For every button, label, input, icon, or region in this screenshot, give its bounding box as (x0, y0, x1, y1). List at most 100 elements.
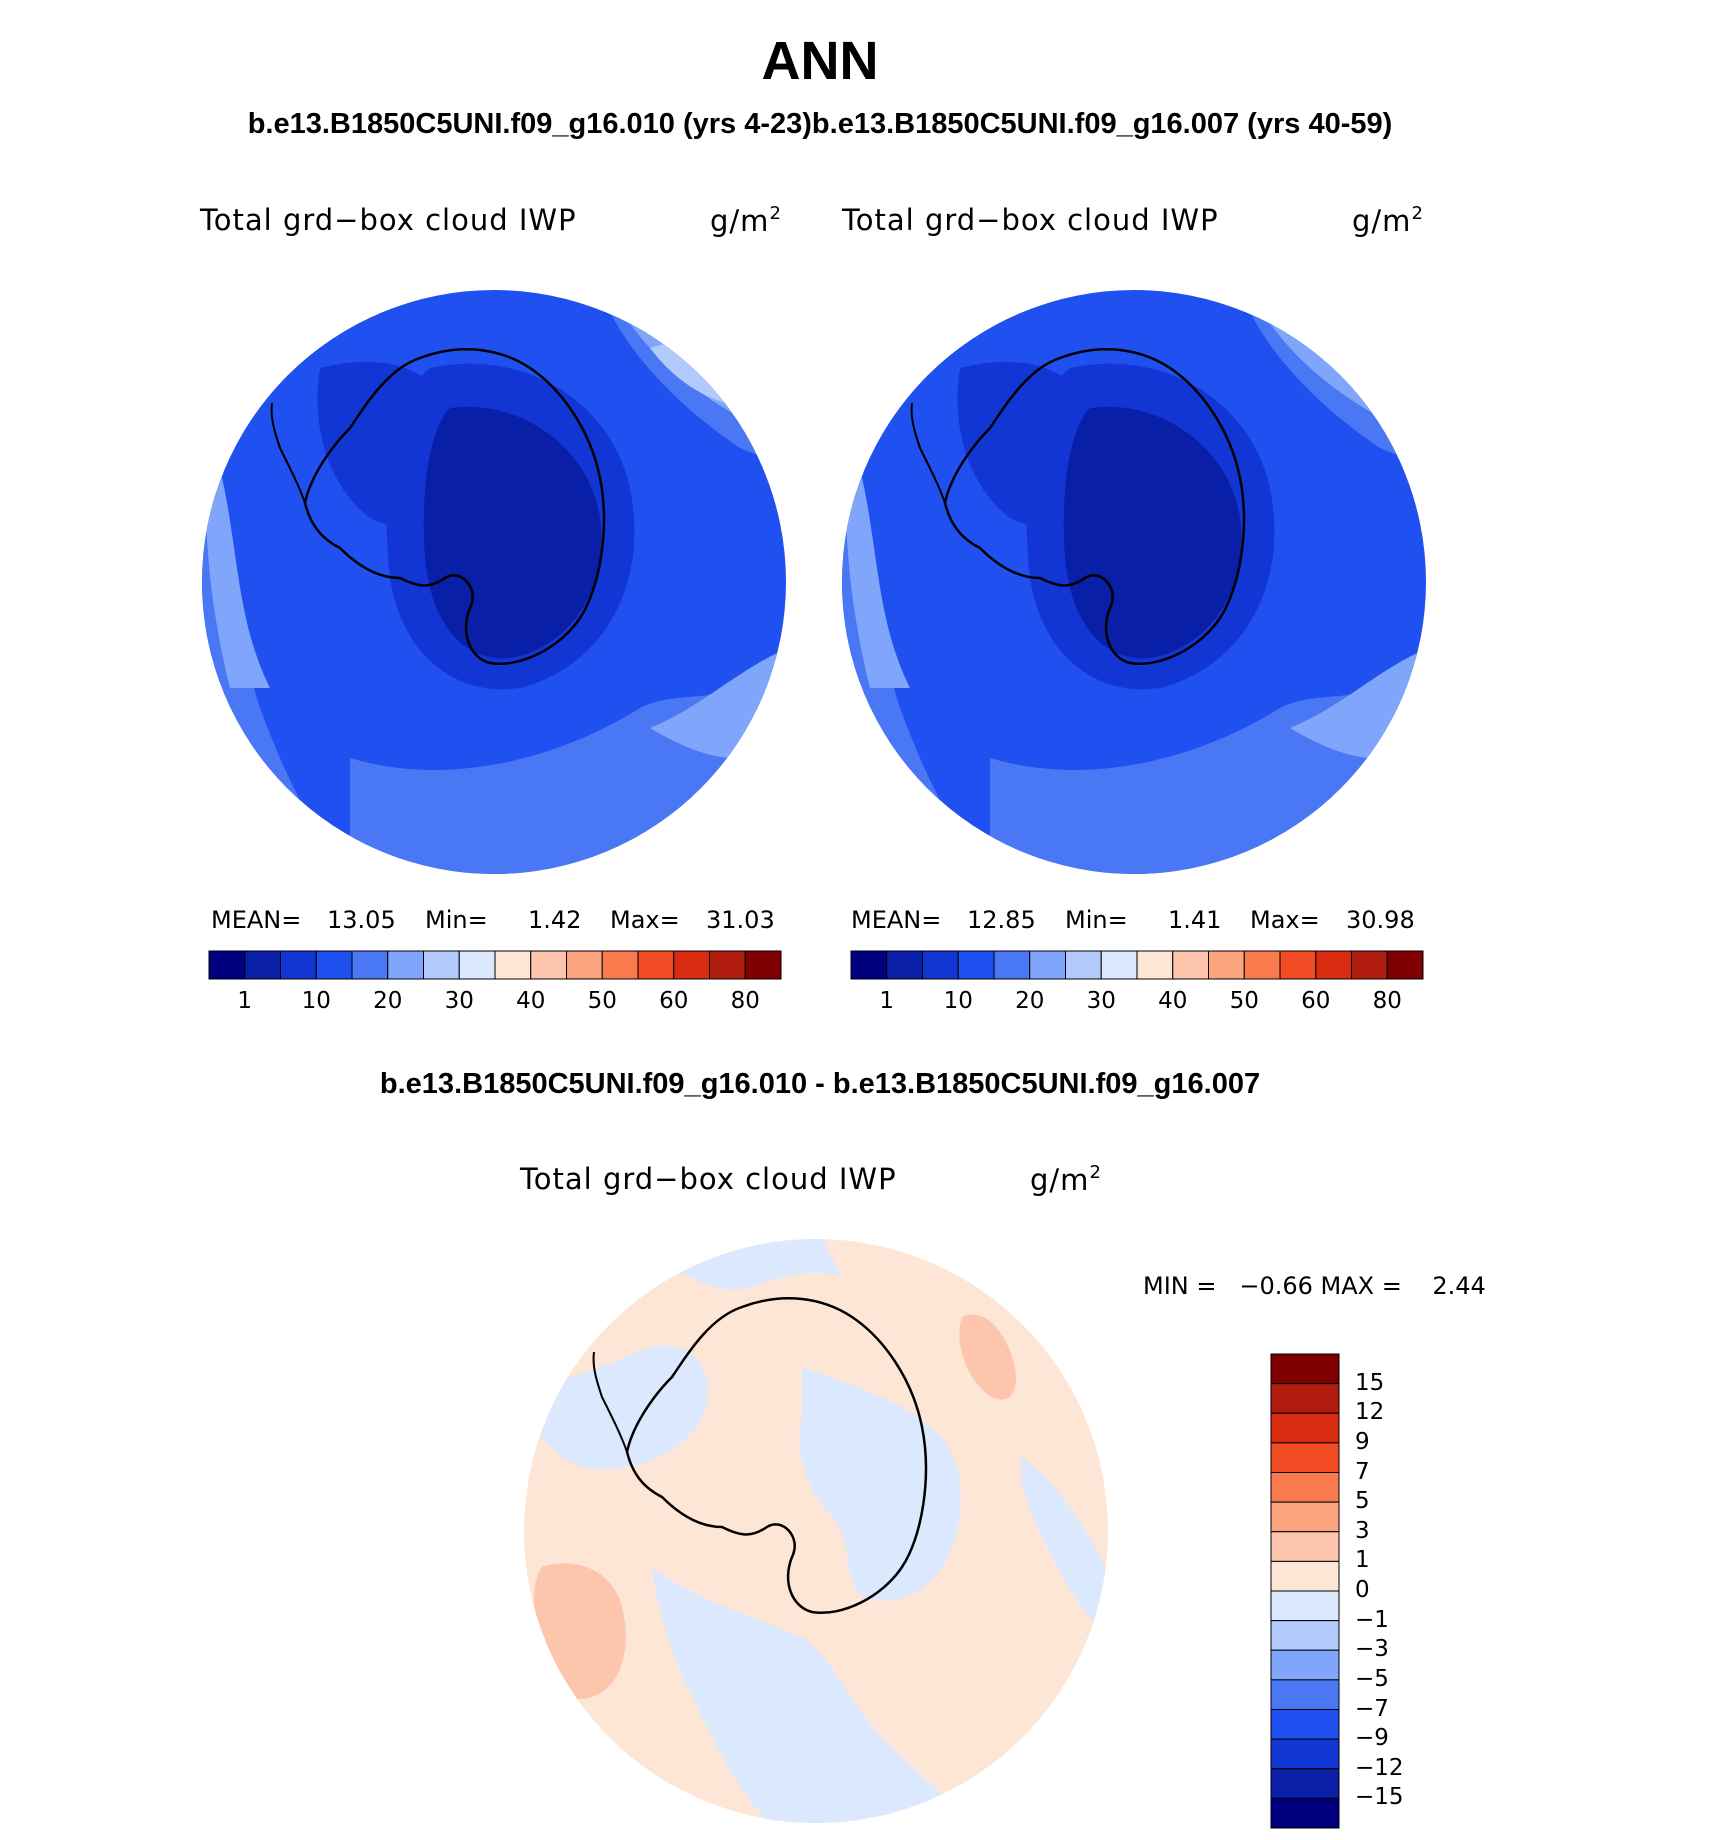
map-field-negative-nw (524, 1345, 709, 1470)
colorbar-swatch (1065, 950, 1102, 980)
map-field-negative-far-east (1020, 1457, 1108, 1637)
panel3-variable-label: Total grd−box cloud IWP (520, 1162, 897, 1196)
colorbar-swatch (1270, 1709, 1340, 1740)
colorbar-swatch (957, 950, 995, 980)
map-field-interior-2 (423, 406, 602, 659)
panel1-variable-label: Total grd−box cloud IWP (200, 203, 577, 237)
colorbar-tick-label: 10 (943, 988, 973, 1014)
panel3-stats: MIN = −0.66 MAX = 2.44 (1143, 1272, 1486, 1300)
colorbar-swatch (1315, 950, 1352, 980)
colorbar-tick-label: 0 (1355, 1577, 1370, 1603)
colorbar-swatch (1270, 1531, 1340, 1562)
colorbar-tick-label: 40 (1158, 988, 1188, 1014)
colorbar-swatch (1136, 950, 1174, 980)
colorbar-swatch (566, 950, 603, 980)
panel2-colorbar-ticks: 1 10 20 30 40 50 60 80 (851, 988, 1423, 1018)
colorbar-swatch (1270, 1738, 1340, 1770)
peninsula (270, 402, 306, 504)
panel1-min-label: Min= (425, 906, 488, 934)
map-field-lighter-west (206, 438, 270, 688)
colorbar-tick-label: 10 (301, 988, 331, 1014)
colorbar-swatch (1386, 950, 1424, 980)
colorbar-tick-label: −7 (1355, 1695, 1389, 1722)
colorbar-tick-label: −3 (1355, 1636, 1389, 1663)
colorbar-swatch (993, 950, 1031, 980)
panel1-units-label: g/m2 (710, 203, 782, 238)
panel1-min-value: 1.42 (528, 906, 582, 934)
panel2-min-value: 1.41 (1168, 906, 1222, 934)
colorbar-swatch (1270, 1442, 1340, 1473)
coastline (303, 348, 606, 666)
panel2-mean-label: MEAN= (851, 906, 942, 934)
colorbar-tick-label: −15 (1355, 1784, 1404, 1811)
figure-title: ANN (761, 31, 879, 91)
colorbar-swatch (1270, 1768, 1340, 1799)
colorbar-swatch (530, 950, 567, 980)
colorbar-swatch (315, 950, 353, 980)
colorbar-swatch (1270, 1472, 1340, 1503)
colorbar-swatch (1270, 1501, 1340, 1533)
colorbar-swatch (1100, 950, 1138, 980)
panel3-colorbar (1270, 1353, 1340, 1829)
colorbar-swatch (886, 950, 923, 980)
colorbar-swatch (244, 950, 281, 980)
colorbar-tick-label: 12 (1355, 1399, 1385, 1426)
colorbar-tick-label: −12 (1355, 1754, 1404, 1781)
colorbar-swatch (1270, 1383, 1340, 1414)
colorbar-swatch (1351, 950, 1388, 980)
diff-title: b.e13.B1850C5UNI.f09_g16.010 - b.e13.B18… (379, 1068, 1261, 1100)
map-field-interior-2 (1063, 406, 1242, 659)
colorbar-tick-label: 20 (1015, 988, 1045, 1014)
panel3-units-label: g/m2 (1030, 1162, 1102, 1197)
colorbar-swatch (351, 950, 389, 980)
colorbar-tick-label: 1 (237, 988, 253, 1014)
colorbar-tick-label: 7 (1355, 1458, 1370, 1485)
panel2-min-label: Min= (1065, 906, 1128, 934)
peninsula (910, 402, 946, 504)
panel2-units-label: g/m2 (1352, 203, 1424, 238)
panel2-colorbar (850, 950, 1424, 980)
colorbar-swatch (1243, 950, 1281, 980)
panel1-max-value: 31.03 (706, 906, 775, 934)
panel2-max-value: 30.98 (1346, 906, 1415, 934)
panel1-mean-label: MEAN= (211, 906, 302, 934)
panel1-max-label: Max= (610, 906, 680, 934)
colorbar-swatch (458, 950, 496, 980)
colorbar-swatch (673, 950, 710, 980)
coastline (625, 1297, 928, 1615)
colorbar-tick-label: 60 (1301, 988, 1331, 1014)
colorbar-tick-label: 30 (1086, 988, 1116, 1014)
colorbar-swatch (709, 950, 746, 980)
colorbar-swatch (1270, 1679, 1340, 1710)
colorbar-swatch (494, 950, 532, 980)
colorbar-swatch (1270, 1620, 1340, 1651)
colorbar-tick-label: −1 (1355, 1606, 1389, 1633)
panel2-mean-value: 12.85 (967, 906, 1036, 934)
map-field-positive-2-ne (959, 1314, 1016, 1400)
coastline (943, 348, 1246, 666)
colorbar-tick-label: 50 (587, 988, 617, 1014)
colorbar-tick-label: 30 (444, 988, 474, 1014)
map-field-lighter-west (846, 438, 910, 688)
colorbar-tick-label: −5 (1355, 1665, 1389, 1692)
colorbar-swatch (1270, 1590, 1340, 1622)
colorbar-tick-label: 40 (516, 988, 546, 1014)
colorbar-swatch (850, 950, 888, 980)
colorbar-tick-label: 5 (1355, 1488, 1370, 1515)
colorbar-swatch (601, 950, 639, 980)
colorbar-swatch (1172, 950, 1209, 980)
panel2-variable-label: Total grd−box cloud IWP (842, 203, 1219, 237)
peninsula (592, 1351, 628, 1453)
panel1-mean-value: 13.05 (327, 906, 396, 934)
colorbar-swatch (1270, 1649, 1340, 1681)
colorbar-tick-label: 80 (730, 988, 760, 1014)
colorbar-tick-label: 50 (1229, 988, 1259, 1014)
colorbar-swatch (387, 950, 424, 980)
colorbar-swatch (1279, 950, 1317, 980)
panel1-colorbar (208, 950, 782, 980)
colorbar-swatch (280, 950, 317, 980)
colorbar-swatch (1029, 950, 1066, 980)
colorbar-tick-label: 15 (1355, 1369, 1385, 1396)
colorbar-tick-label: −9 (1355, 1725, 1389, 1752)
colorbar-tick-label: 1 (879, 988, 895, 1014)
